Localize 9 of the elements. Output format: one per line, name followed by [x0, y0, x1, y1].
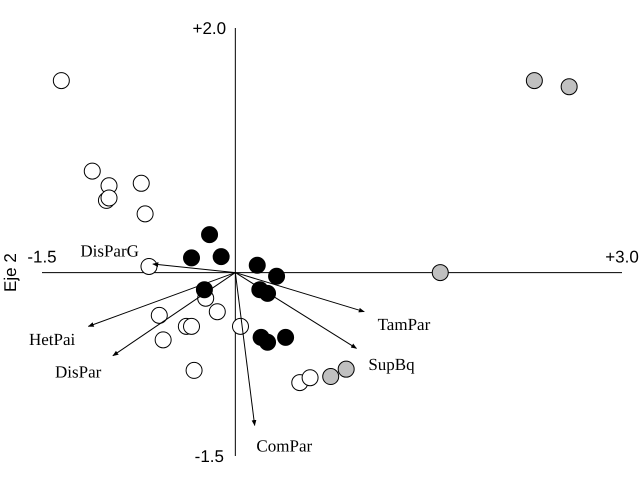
y-tick-label: +2.0 — [192, 19, 226, 38]
series-label: SupBq — [368, 354, 416, 374]
series-label: ComPar — [256, 436, 312, 456]
x-tick-label: +3.0 — [605, 248, 639, 267]
series-label: HetPai — [28, 330, 76, 350]
series-label: DisPar — [55, 362, 102, 382]
series-label: TamPar — [378, 314, 431, 334]
y-axis-title: Eje 2 — [1, 253, 20, 292]
series-label: DisParG — [80, 242, 139, 261]
